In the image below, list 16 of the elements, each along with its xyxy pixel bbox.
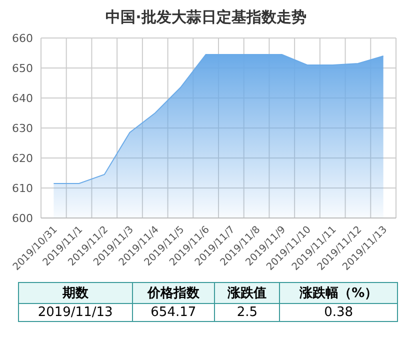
- y-tick-label: 640: [12, 92, 33, 105]
- text: 0.38: [280, 304, 398, 322]
- text: 654.17: [132, 304, 215, 322]
- y-tick-label: 650: [12, 62, 33, 75]
- text: 涨跌值: [214, 282, 280, 304]
- text: 2.5: [214, 304, 280, 322]
- text: 价格指数: [132, 282, 215, 304]
- y-tick-label: 610: [12, 182, 33, 195]
- y-tick-label: 600: [12, 212, 33, 225]
- text: 涨跌幅（%）: [280, 282, 398, 304]
- y-tick-label: 620: [12, 152, 33, 165]
- text: 2019/11/13: [18, 304, 132, 322]
- y-tick-label: 630: [12, 122, 33, 135]
- y-tick-label: 660: [12, 32, 33, 45]
- text: 期数: [18, 282, 132, 304]
- chart-title: 中国·批发大蒜日定基指数走势: [104, 8, 308, 28]
